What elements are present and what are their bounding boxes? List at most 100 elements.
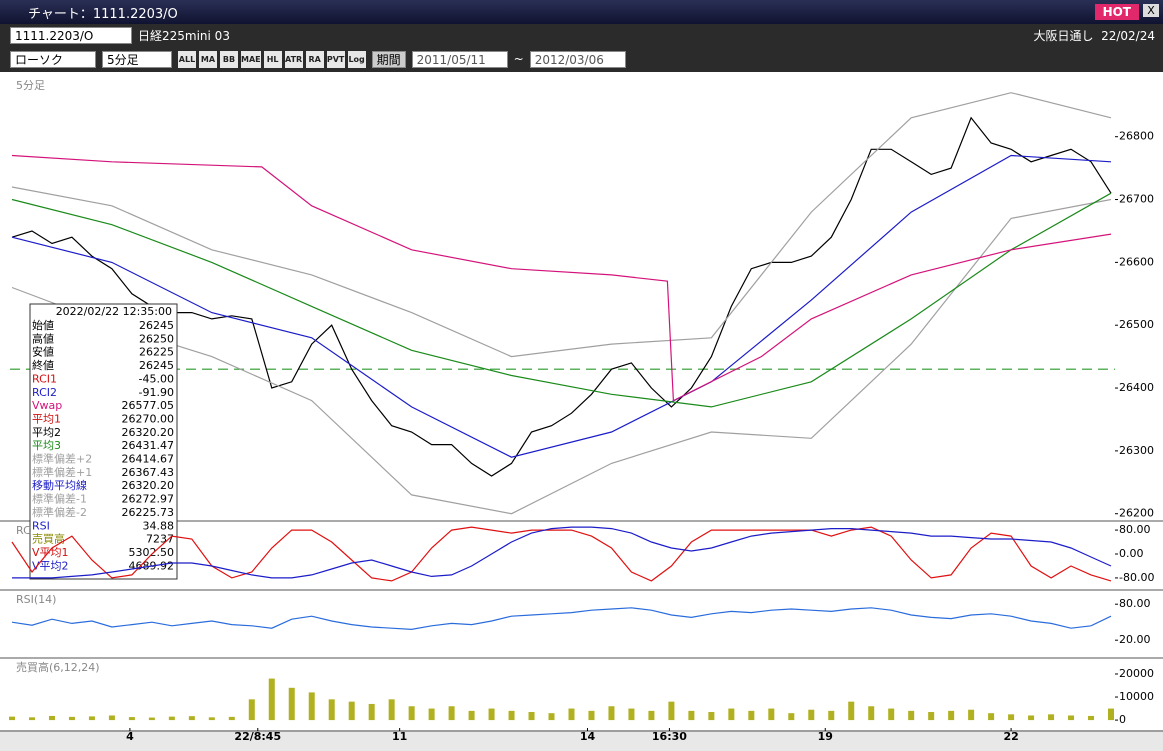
volume-bar	[1068, 715, 1075, 721]
volume-bar	[248, 699, 255, 721]
volume-bar	[1108, 708, 1115, 721]
info-box-bg	[29, 303, 178, 580]
info-value: 26272.97	[122, 493, 175, 506]
volume-bar	[208, 717, 215, 721]
info-label: Vwap	[32, 399, 62, 412]
info-label: 標準偏差+1	[32, 465, 92, 479]
x-tick-label: 22	[1003, 730, 1018, 743]
y-tick-label: 26500	[1119, 318, 1154, 331]
info-label: 標準偏差-2	[32, 505, 87, 519]
info-label: 平均2	[32, 426, 61, 439]
volume-bar	[928, 712, 935, 721]
volume-bar	[108, 715, 115, 721]
volume-bar	[788, 713, 795, 721]
panel-label: 売買高(6,12,24)	[16, 660, 100, 674]
x-tick-label: 22/8:45	[234, 730, 281, 743]
y-tick-label: -80.00	[1119, 571, 1154, 584]
tilde: ~	[513, 52, 524, 66]
title-bar: チャート：1111.2203/O HOT X	[0, 0, 1163, 24]
volume-bar	[488, 708, 495, 721]
volume-bar	[268, 678, 275, 721]
panel-label: RC	[16, 524, 31, 537]
volume-bar	[808, 709, 815, 721]
info-label: RSI	[32, 519, 50, 532]
chart: 5分足 26200 26300 26400 26500 26600 26700 26800 20…	[0, 72, 1163, 751]
x-tick-label: 16:30	[652, 730, 687, 743]
info-value: 26320.20	[122, 426, 175, 439]
volume-bar	[308, 692, 315, 721]
y-tick-label: 20.00	[1119, 633, 1151, 646]
volume-bar	[288, 687, 295, 721]
volume-bar	[948, 710, 955, 721]
x-axis-band	[0, 730, 1163, 751]
volume-bar	[148, 717, 155, 721]
volume-bar	[628, 708, 635, 721]
date: 22/02/24	[1101, 28, 1155, 43]
info-label: 平均1	[32, 412, 61, 425]
volume-bar	[868, 706, 875, 721]
volume-bar	[648, 710, 655, 721]
info-value: 26320.20	[122, 479, 175, 492]
volume-bar	[188, 716, 195, 721]
panel-label: RSI(14)	[16, 593, 56, 606]
x-tick-label: 14	[580, 730, 596, 743]
volume-bar	[828, 710, 835, 721]
info-value: 7237	[146, 533, 174, 546]
info-value: 26225	[139, 346, 174, 359]
volume-bar	[388, 699, 395, 721]
tool-icon[interactable]: ALL	[178, 50, 196, 68]
symbol-select[interactable]: 1111.2203/O	[10, 26, 132, 44]
tool-icon[interactable]: ATR	[284, 50, 303, 68]
volume-bar	[368, 703, 375, 721]
info-label: 移動平均線	[32, 478, 87, 492]
chart-kind-select[interactable]: ローソク	[10, 50, 96, 68]
toolbar-2: ローソク 5分足 ALL MA BB MAE HL ATR RA PVT Log 期間 2011…	[0, 46, 1163, 72]
hot-button[interactable]: HOT	[1094, 4, 1139, 20]
tool-icon[interactable]: RA	[305, 50, 324, 68]
y-tick-label: 80.00	[1119, 523, 1151, 536]
y-tick-label: 26200	[1119, 507, 1154, 520]
tool-icon[interactable]: PVT	[326, 50, 345, 68]
series-line	[11, 116, 1112, 477]
info-label: 平均3	[32, 439, 61, 452]
info-label: 標準偏差-1	[32, 492, 87, 506]
series-line	[11, 198, 1112, 515]
interval-select[interactable]: 5分足	[102, 50, 172, 68]
volume-bar	[8, 716, 15, 721]
x-tick-label: 19	[818, 730, 833, 743]
tool-icon[interactable]: Log	[347, 50, 366, 68]
volume-bar	[408, 706, 415, 721]
info-label: V平均2	[32, 559, 69, 572]
tool-icon[interactable]: MA	[199, 50, 217, 68]
info-value: -91.90	[139, 386, 174, 399]
volume-bar	[328, 699, 335, 721]
info-value: 26270.00	[122, 412, 175, 425]
close-button[interactable]: X	[1143, 4, 1159, 17]
volume-bar	[728, 708, 735, 721]
session-info: 大阪日通し 22/02/24	[1033, 27, 1155, 44]
symbol-name: 日経225mini 03	[138, 28, 230, 43]
volume-bar	[968, 709, 975, 721]
x-tick-label: 11	[392, 730, 407, 743]
volume-bar	[348, 701, 355, 721]
y-tick-label: 0	[1119, 713, 1126, 726]
tool-icon[interactable]: BB	[220, 50, 238, 68]
y-tick-label: 20000	[1119, 667, 1154, 680]
volume-bar	[228, 716, 235, 721]
info-datetime: 2022/02/22 12:35:00	[56, 305, 172, 318]
panel-label: 5分足	[16, 79, 45, 92]
series-line	[11, 192, 1112, 408]
info-label: 標準偏差+2	[32, 452, 92, 466]
series-line	[11, 526, 1112, 582]
session: 大阪日通し	[1033, 28, 1094, 43]
tool-icon[interactable]: MAE	[241, 50, 261, 68]
volume-bar	[68, 716, 75, 721]
to-date[interactable]: 2012/03/06	[529, 50, 626, 68]
volume-bar	[848, 701, 855, 721]
from-date[interactable]: 2011/05/11	[411, 50, 508, 68]
info-label: RCI2	[32, 386, 57, 399]
info-value: 26245	[139, 359, 174, 372]
period-button[interactable]: 期間	[371, 50, 406, 68]
volume-bar	[508, 710, 515, 721]
tool-icon[interactable]: HL	[263, 50, 282, 68]
